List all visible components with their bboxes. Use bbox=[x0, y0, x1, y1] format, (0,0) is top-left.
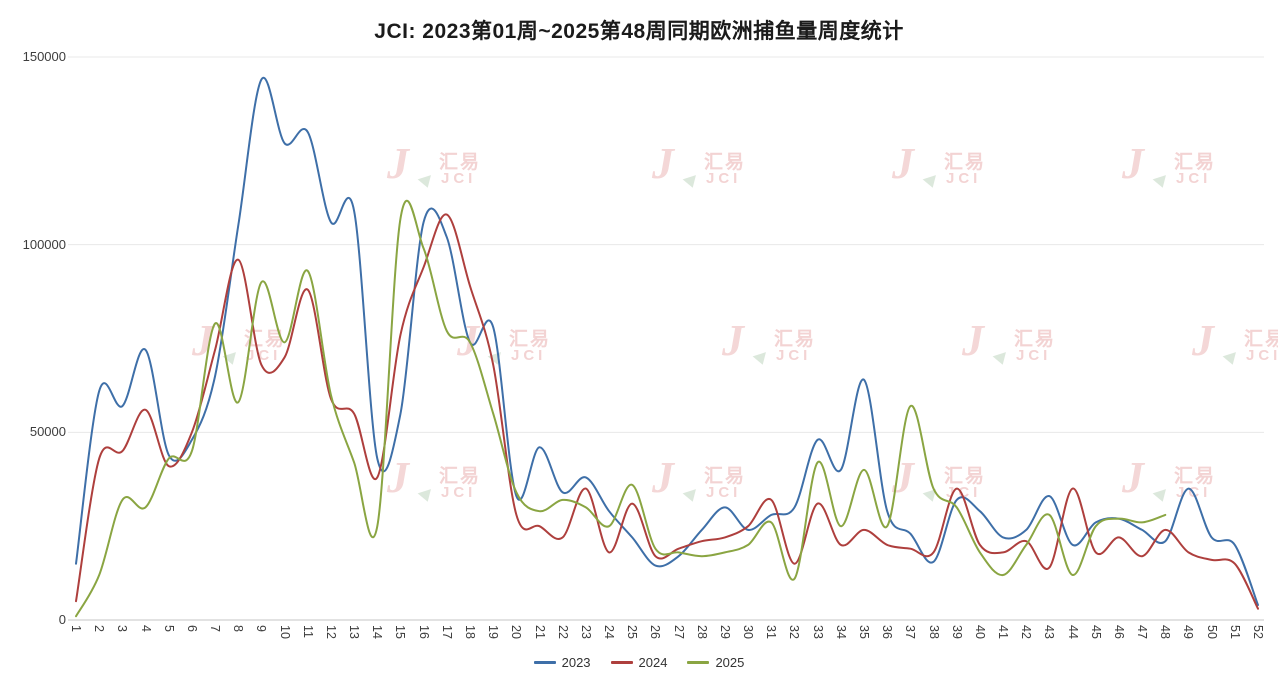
series-line-2025 bbox=[75, 199, 1167, 618]
watermark-cn-text: 汇易 bbox=[1014, 329, 1057, 350]
watermark-j-icon: J bbox=[722, 316, 744, 365]
watermark-cn-text: 汇易 bbox=[704, 152, 747, 173]
watermark-en-text: JCI bbox=[441, 170, 477, 187]
watermark-cn-text: 汇易 bbox=[704, 466, 747, 487]
legend-line-icon bbox=[610, 661, 633, 664]
watermark-j-icon: J bbox=[652, 453, 674, 502]
legend-line-icon bbox=[687, 661, 710, 664]
legend-label: 2025 bbox=[715, 655, 745, 670]
watermark-en-text: JCI bbox=[706, 484, 742, 501]
legend: 2023 2024 2025 bbox=[0, 655, 1278, 670]
watermark-logo: J 汇易 JCI bbox=[650, 456, 762, 510]
watermark-logo: J 汇易 JCI bbox=[890, 142, 1002, 196]
watermark-cn-text: 汇易 bbox=[439, 466, 482, 487]
watermark-cn-text: 汇易 bbox=[439, 152, 482, 173]
watermark-cn-text: 汇易 bbox=[944, 466, 987, 487]
watermark-cn-text: 汇易 bbox=[1174, 152, 1217, 173]
watermark-logo: J 汇易 JCI bbox=[385, 456, 497, 510]
watermark-j-icon: J bbox=[962, 316, 984, 365]
legend-line-icon bbox=[533, 661, 556, 664]
watermark-j-icon: J bbox=[1122, 453, 1144, 502]
watermark-j-icon: J bbox=[1122, 139, 1144, 188]
watermark-cn-text: 汇易 bbox=[1244, 329, 1278, 350]
watermark-en-text: JCI bbox=[1176, 484, 1212, 501]
legend-label: 2024 bbox=[638, 655, 668, 670]
series-line-2024 bbox=[75, 213, 1259, 610]
watermark-j-icon: J bbox=[387, 139, 409, 188]
watermark-logo: J 汇易 JCI bbox=[1190, 319, 1278, 373]
legend-item-2025[interactable]: 2025 bbox=[687, 655, 744, 670]
watermark-logo: J 汇易 JCI bbox=[720, 319, 832, 373]
watermark-cn-text: 汇易 bbox=[944, 152, 987, 173]
watermark-logo: J 汇易 JCI bbox=[960, 319, 1072, 373]
legend-item-2023[interactable]: 2023 bbox=[533, 655, 591, 670]
watermark-logo: J 汇易 JCI bbox=[385, 142, 497, 196]
watermark-en-text: JCI bbox=[776, 347, 812, 364]
watermark-en-text: JCI bbox=[511, 347, 547, 364]
watermark-cn-text: 汇易 bbox=[509, 329, 552, 350]
watermark-en-text: JCI bbox=[246, 347, 282, 364]
watermark-en-text: JCI bbox=[1016, 347, 1052, 364]
watermark-j-icon: J bbox=[892, 139, 914, 188]
watermark-en-text: JCI bbox=[1176, 170, 1212, 187]
chart-title: JCI: 2023第01周~2025第48周同期欧洲捕鱼量周度统计 bbox=[374, 20, 904, 43]
watermark-logo: J 汇易 JCI bbox=[1120, 456, 1232, 510]
watermark-j-icon: J bbox=[1192, 316, 1214, 365]
watermark-j-icon: J bbox=[652, 139, 674, 188]
watermark-j-icon: J bbox=[387, 453, 409, 502]
watermark-logo: J 汇易 JCI bbox=[1120, 142, 1232, 196]
watermark-cn-text: 汇易 bbox=[1174, 466, 1217, 487]
watermark-logo: J 汇易 JCI bbox=[650, 142, 762, 196]
legend-item-2024[interactable]: 2024 bbox=[610, 655, 668, 670]
watermark-en-text: JCI bbox=[946, 170, 982, 187]
watermark-en-text: JCI bbox=[1246, 347, 1278, 364]
watermark-cn-text: 汇易 bbox=[774, 329, 817, 350]
legend-label: 2023 bbox=[561, 655, 591, 670]
watermark-en-text: JCI bbox=[441, 484, 477, 501]
watermark-en-text: JCI bbox=[706, 170, 742, 187]
series-line-2023 bbox=[75, 76, 1259, 606]
